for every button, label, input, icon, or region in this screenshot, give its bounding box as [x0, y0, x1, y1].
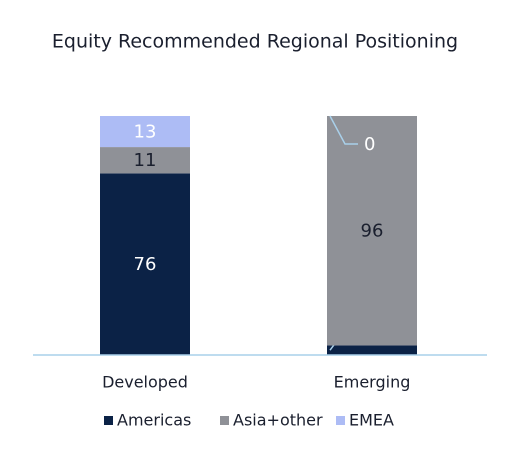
data-label: 11 — [134, 150, 157, 171]
x-tick-label: Developed — [102, 373, 188, 392]
legend-label: Americas — [117, 411, 191, 430]
legend-label: EMEA — [349, 411, 394, 430]
legend-label: Asia+other — [233, 411, 323, 430]
bar-segment — [100, 147, 190, 174]
data-label: 76 — [134, 254, 157, 275]
bar-segment — [327, 345, 417, 355]
chart-title: Equity Recommended Regional Positioning — [52, 31, 458, 53]
x-tick-label: Emerging — [334, 373, 411, 392]
leader-line — [329, 115, 358, 145]
bar-segment — [100, 116, 190, 148]
legend-swatch — [336, 416, 345, 425]
legend-swatch — [104, 416, 113, 425]
data-label: 13 — [134, 122, 157, 143]
data-label: 96 — [361, 221, 384, 242]
bar-segment — [100, 173, 190, 355]
data-label: 0 — [364, 134, 375, 155]
bar-segment — [327, 116, 417, 346]
legend-swatch — [220, 416, 229, 425]
